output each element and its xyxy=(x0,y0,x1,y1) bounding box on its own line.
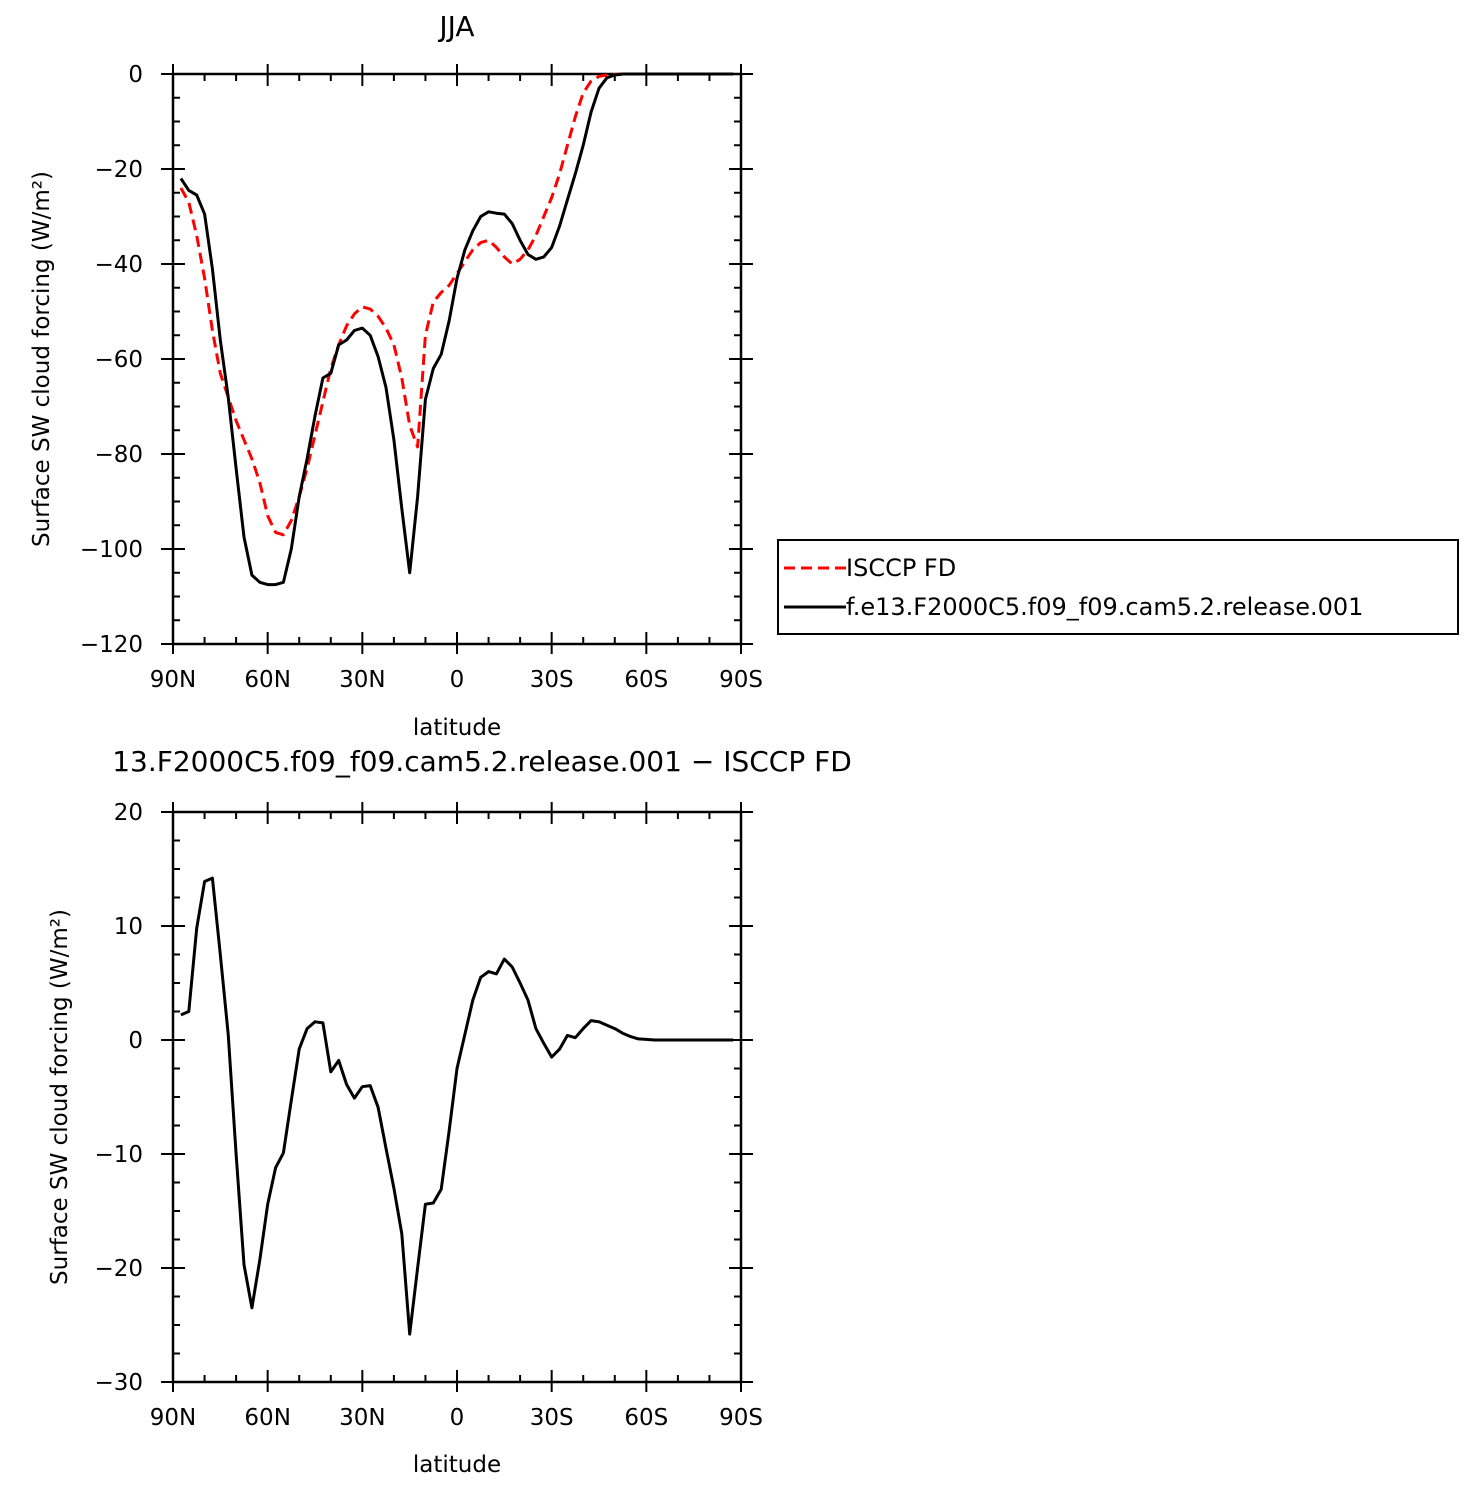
x-tick-label: 60N xyxy=(244,667,290,693)
top-x-tick-labels: 90N 60N 30N 0 30S 60S 90S xyxy=(150,667,763,693)
top-plot-frame xyxy=(171,72,743,646)
legend-label-isccp: ISCCP FD xyxy=(846,554,956,582)
x-tick-label: 30N xyxy=(339,1405,385,1431)
y-tick-label: −10 xyxy=(94,1142,143,1168)
series-line-0 xyxy=(180,876,734,1336)
y-tick-label: −40 xyxy=(94,252,143,278)
x-tick-label: 90N xyxy=(150,667,196,693)
x-tick-label: 90S xyxy=(719,667,763,693)
bottom-x-tick-labels: 90N 60N 30N 0 30S 60S 90S xyxy=(150,1405,763,1431)
bottom-x-axis-title: latitude xyxy=(413,1452,501,1478)
bottom-axis-ticks xyxy=(161,802,753,1392)
bottom-series-group xyxy=(180,876,734,1336)
x-tick-label: 90S xyxy=(719,1405,763,1431)
y-tick-label: −120 xyxy=(80,632,143,658)
y-tick-label: −20 xyxy=(94,157,143,183)
y-tick-label: 20 xyxy=(114,800,143,826)
x-tick-label: 30S xyxy=(530,667,574,693)
series-line-0 xyxy=(179,72,734,537)
bottom-panel: 13.F2000C5.f09_f09.cam5.2.release.001 − … xyxy=(47,745,852,1478)
x-tick-label: 60S xyxy=(624,1405,668,1431)
x-tick-label: 90N xyxy=(150,1405,196,1431)
bottom-y-tick-labels: 20 10 0 −10 −20 −30 xyxy=(94,800,143,1396)
x-tick-label: 0 xyxy=(450,1405,465,1431)
y-tick-label: 0 xyxy=(128,1028,143,1054)
y-tick-label: 10 xyxy=(114,914,143,940)
top-y-axis-title: Surface SW cloud forcing (W/m²) xyxy=(29,171,55,547)
x-tick-label: 60N xyxy=(244,1405,290,1431)
y-tick-label: −100 xyxy=(80,537,143,563)
legend: ISCCP FD f.e13.F2000C5.f09_f09.cam5.2.re… xyxy=(777,539,1459,635)
legend-box xyxy=(777,539,1459,635)
bottom-plot-frame xyxy=(171,810,743,1384)
x-tick-label: 30S xyxy=(530,1405,574,1431)
y-tick-label: −30 xyxy=(94,1370,143,1396)
y-tick-label: 0 xyxy=(128,62,143,88)
y-tick-label: −20 xyxy=(94,1256,143,1282)
top-axis-ticks xyxy=(161,64,753,654)
top-x-axis-title: latitude xyxy=(413,715,501,741)
top-y-tick-labels: 0 −20 −40 −60 −80 −100 −120 xyxy=(80,62,143,658)
y-tick-label: −60 xyxy=(94,347,143,373)
top-series-group xyxy=(179,72,734,587)
x-tick-label: 0 xyxy=(450,667,465,693)
bottom-y-axis-title: Surface SW cloud forcing (W/m²) xyxy=(47,909,73,1285)
top-panel-title: JJA xyxy=(437,10,474,43)
x-tick-label: 60S xyxy=(624,667,668,693)
top-panel: JJA 0 −20 −40 −60 −80 −100 −120 90N 60N 30N 0 30S 6… xyxy=(29,10,763,741)
bottom-panel-title: 13.F2000C5.f09_f09.cam5.2.release.001 − … xyxy=(112,745,852,778)
legend-label-model: f.e13.F2000C5.f09_f09.cam5.2.release.001 xyxy=(846,593,1363,621)
x-tick-label: 30N xyxy=(339,667,385,693)
series-line-1 xyxy=(179,72,734,587)
y-tick-label: −80 xyxy=(94,442,143,468)
